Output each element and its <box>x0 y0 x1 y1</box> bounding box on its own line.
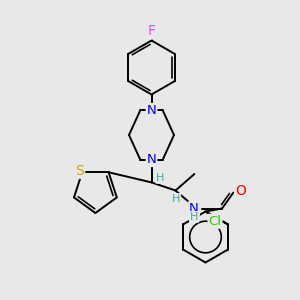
Text: O: O <box>236 184 246 198</box>
Text: H: H <box>172 194 180 204</box>
Text: N: N <box>147 104 156 117</box>
Text: N: N <box>189 202 199 215</box>
Text: F: F <box>148 25 155 38</box>
Text: H: H <box>190 212 198 222</box>
Text: H: H <box>156 173 165 183</box>
Text: S: S <box>75 164 84 178</box>
Text: N: N <box>147 153 156 166</box>
Text: Cl: Cl <box>208 215 221 228</box>
